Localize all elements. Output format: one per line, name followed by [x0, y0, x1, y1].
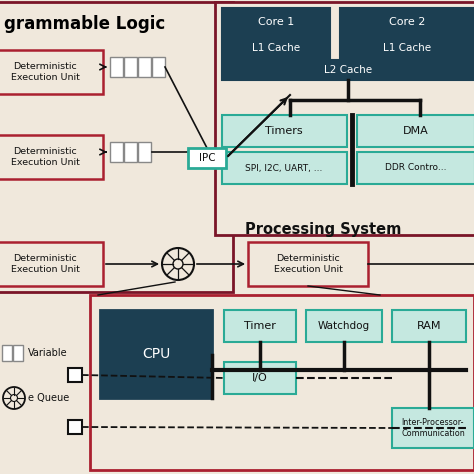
Bar — [124, 142, 137, 162]
Text: Deterministic
Execution Unit: Deterministic Execution Unit — [273, 254, 342, 273]
Text: Inter-Processor-
Communication: Inter-Processor- Communication — [401, 418, 465, 438]
Text: I/O: I/O — [252, 373, 268, 383]
Bar — [0, 50, 103, 94]
Bar — [392, 310, 466, 342]
Bar — [0, 242, 103, 286]
Bar — [222, 115, 347, 147]
Text: Core 2: Core 2 — [389, 17, 425, 27]
Text: L1 Cache: L1 Cache — [383, 43, 431, 53]
Text: Deterministic
Execution Unit: Deterministic Execution Unit — [10, 62, 80, 82]
Bar — [0, 135, 103, 179]
Text: L1 Cache: L1 Cache — [252, 43, 300, 53]
Bar — [248, 242, 368, 286]
Text: CPU: CPU — [142, 347, 170, 361]
Text: e Queue: e Queue — [28, 393, 69, 403]
Text: RAM: RAM — [417, 321, 441, 331]
Bar — [224, 362, 296, 394]
Bar — [222, 38, 330, 58]
Text: IPC: IPC — [199, 153, 215, 163]
Bar — [306, 310, 382, 342]
Bar — [110, 142, 123, 162]
Bar — [138, 142, 151, 162]
Text: Deterministic
Execution Unit: Deterministic Execution Unit — [10, 254, 80, 273]
Bar — [138, 57, 151, 77]
Text: L2 Cache: L2 Cache — [324, 65, 372, 75]
Bar — [188, 148, 226, 168]
Text: DDR Contro...: DDR Contro... — [385, 164, 447, 173]
Bar — [0, 2, 233, 292]
Bar — [222, 60, 474, 80]
Text: SPI, I2C, UART, ...: SPI, I2C, UART, ... — [246, 164, 323, 173]
Bar — [100, 310, 212, 398]
Text: Processing System: Processing System — [245, 222, 401, 237]
Text: Timer: Timer — [244, 321, 276, 331]
Bar — [110, 57, 123, 77]
Bar — [152, 57, 165, 77]
Bar — [13, 345, 23, 361]
Text: Watchdog: Watchdog — [318, 321, 370, 331]
Bar — [90, 295, 474, 470]
Bar — [68, 368, 82, 382]
Text: Core 1: Core 1 — [258, 17, 294, 27]
Bar — [340, 38, 474, 58]
Bar — [224, 310, 296, 342]
Text: Timers: Timers — [265, 126, 303, 136]
Bar — [222, 152, 347, 184]
Bar — [340, 8, 474, 36]
Text: grammable Logic: grammable Logic — [4, 15, 165, 33]
Bar — [124, 57, 137, 77]
Bar — [215, 2, 474, 235]
Bar — [357, 152, 474, 184]
Bar — [68, 420, 82, 434]
Text: DMA: DMA — [403, 126, 429, 136]
Bar — [2, 345, 12, 361]
Bar — [222, 8, 330, 36]
Bar — [392, 408, 474, 448]
Bar — [357, 115, 474, 147]
Text: Deterministic
Execution Unit: Deterministic Execution Unit — [10, 147, 80, 167]
Text: Variable: Variable — [28, 348, 68, 358]
